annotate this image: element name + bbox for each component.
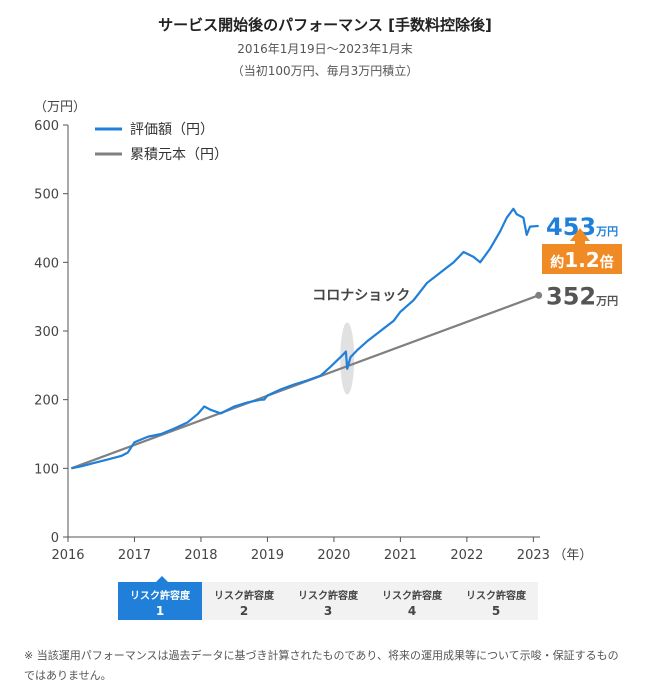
x-tick-label: 2021: [384, 548, 417, 563]
chart-condition: （当初100万円、毎月3万円積立）: [231, 64, 419, 78]
risk-label: リスク許容度: [214, 591, 274, 602]
valuation-line: [71, 207, 539, 470]
y-tick-label: 300: [34, 325, 59, 340]
risk-label: リスク許容度: [298, 591, 358, 602]
risk-tolerance-4-button[interactable]: リスク許容度 4: [370, 582, 454, 620]
risk-tolerance-5-button[interactable]: リスク許容度 5: [454, 582, 538, 620]
ratio-suffix: 倍: [600, 254, 614, 271]
x-axis-unit: （年）: [553, 548, 592, 563]
risk-tolerance-2-button[interactable]: リスク許容度 2: [202, 582, 286, 620]
chart-title: サービス開始後のパフォーマンス [手数料控除後]: [158, 16, 492, 34]
final-valuation-unit: 万円: [595, 225, 618, 238]
risk-level: 1: [155, 604, 165, 618]
selected-caret: [156, 576, 168, 582]
y-tick-label: 0: [51, 531, 59, 546]
performance-chart: （万円） 0 100 200 300 400 500 600 2016 2017 2018 2019 2…: [34, 100, 622, 563]
ratio-arrow-head: [570, 228, 590, 241]
risk-level: 5: [491, 604, 501, 618]
y-axis-unit: （万円）: [34, 100, 86, 115]
legend-principal-label: 累積元本（円）: [130, 147, 228, 163]
y-tick-label: 100: [34, 462, 59, 477]
risk-label: リスク許容度: [130, 591, 190, 602]
event-label: コロナショック: [312, 288, 410, 304]
y-tick-label: 500: [34, 188, 59, 203]
ratio-prefix: 約: [550, 254, 564, 271]
risk-level: 2: [239, 604, 249, 618]
risk-level: 3: [323, 604, 333, 618]
risk-level: 4: [407, 604, 417, 618]
x-tick-label: 2023: [517, 548, 550, 563]
x-tick-label: 2019: [251, 548, 284, 563]
risk-label: リスク許容度: [382, 591, 442, 602]
x-tick-label: 2022: [450, 548, 483, 563]
ratio-badge: [542, 244, 622, 274]
x-tick-label: 2016: [51, 548, 84, 563]
risk-tolerance-1-button[interactable]: リスク許容度 1: [118, 582, 202, 620]
legend-valuation-label: 評価額（円）: [130, 122, 214, 138]
x-tick-label: 2018: [184, 548, 217, 563]
final-principal-label: 352万円: [546, 282, 618, 310]
ratio-value: 1.2: [564, 248, 599, 272]
x-tick-label: 2017: [118, 548, 151, 563]
y-tick-label: 600: [34, 119, 59, 134]
risk-tolerance-3-button[interactable]: リスク許容度 3: [286, 582, 370, 620]
y-tick-label: 400: [34, 256, 59, 271]
final-principal-unit: 万円: [595, 294, 618, 307]
risk-label: リスク許容度: [466, 591, 526, 602]
y-tick-label: 200: [34, 394, 59, 409]
ratio-text: 約1.2倍: [550, 248, 613, 272]
principal-end-point: [535, 291, 543, 299]
risk-tolerance-selector: リスク許容度 1 リスク許容度 2 リスク許容度 3 リスク許容度 4 リスク許…: [118, 582, 538, 620]
chart-period: 2016年1月19日〜2023年1月末: [237, 42, 413, 56]
x-tick-label: 2020: [317, 548, 350, 563]
disclaimer-note: ※ 当該運用パフォーマンスは過去データに基づき計算されたものであり、将来の運用成…: [24, 649, 619, 682]
